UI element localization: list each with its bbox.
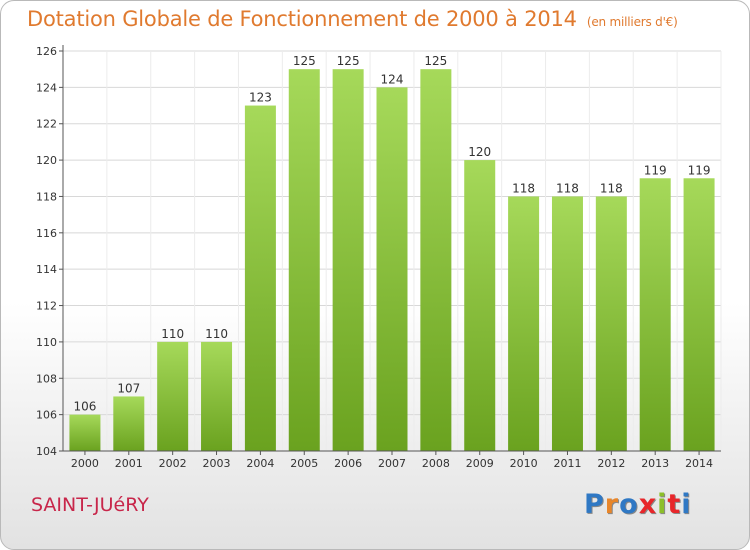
data-label: 125	[424, 54, 447, 68]
y-tick-label: 110	[36, 336, 57, 349]
x-tick-label: 2010	[510, 457, 538, 470]
x-tick-label: 2005	[290, 457, 318, 470]
data-label: 118	[600, 181, 623, 195]
data-label: 110	[205, 327, 228, 341]
bar[interactable]	[683, 178, 715, 452]
x-tick-label: 2002	[159, 457, 187, 470]
data-label: 124	[381, 72, 404, 86]
unit-label: (en milliers d'€)	[586, 15, 678, 29]
data-label: 119	[644, 163, 667, 177]
data-label: 118	[512, 181, 535, 195]
data-label: 107	[117, 381, 140, 395]
y-tick-label: 108	[36, 372, 57, 385]
y-tick-label: 112	[36, 300, 57, 313]
x-tick-label: 2014	[685, 457, 713, 470]
y-tick-label: 124	[36, 81, 57, 94]
y-tick-label: 126	[36, 45, 57, 58]
x-tick-label: 2008	[422, 457, 450, 470]
y-tick-label: 120	[36, 154, 57, 167]
logo-letter: P	[584, 489, 605, 520]
logo-letter: i	[681, 489, 692, 520]
x-tick-label: 2001	[115, 457, 143, 470]
x-tick-label: 2006	[334, 457, 362, 470]
bar[interactable]	[464, 160, 496, 451]
x-tick-label: 2003	[203, 457, 231, 470]
bar[interactable]	[113, 396, 145, 451]
data-label: 119	[688, 163, 711, 177]
logo-letter: t	[667, 489, 682, 520]
value-labels: 106 107 110 110 123 125 125 124 125 120 118 118 118 1…	[73, 54, 710, 413]
data-label: 125	[337, 54, 360, 68]
x-tick-label: 2009	[466, 457, 494, 470]
commune-name: SAINT-JUéRY	[31, 494, 149, 516]
proxiti-logo[interactable]: Proxiti	[584, 489, 692, 520]
bar[interactable]	[332, 69, 364, 451]
data-label: 120	[468, 145, 491, 159]
x-tick-label: 2004	[246, 457, 274, 470]
y-tick-label: 116	[36, 227, 57, 240]
bar[interactable]	[69, 414, 101, 451]
bar[interactable]	[639, 178, 671, 452]
bar[interactable]	[244, 105, 276, 451]
bar[interactable]	[420, 69, 452, 451]
x-tick-label: 2012	[597, 457, 625, 470]
bar[interactable]	[288, 69, 320, 451]
axes: 104 106 108 110 112 114 116 118 120 122 124 126 2000…	[36, 45, 721, 470]
y-tick-label: 118	[36, 190, 57, 203]
x-tick-label: 2011	[553, 457, 581, 470]
y-tick-label: 114	[36, 263, 57, 276]
bars	[69, 69, 715, 452]
bar[interactable]	[376, 87, 408, 451]
data-label: 125	[293, 54, 316, 68]
x-tick-label: 2007	[378, 457, 406, 470]
chart-title: Dotation Globale de Fonctionnement de 20…	[27, 7, 678, 31]
bar[interactable]	[508, 196, 540, 451]
title-text: Dotation Globale de Fonctionnement de 20…	[27, 7, 577, 31]
bar[interactable]	[595, 196, 627, 451]
bar[interactable]	[157, 341, 189, 451]
y-tick-label: 104	[36, 445, 57, 458]
data-label: 110	[161, 327, 184, 341]
bar[interactable]	[551, 196, 583, 451]
x-tick-label: 2013	[641, 457, 669, 470]
logo-letter: o	[619, 489, 639, 520]
data-label: 123	[249, 91, 272, 105]
logo-letter: x	[638, 489, 658, 520]
logo-letter: i	[657, 489, 668, 520]
y-tick-label: 122	[36, 118, 57, 131]
bar[interactable]	[201, 341, 233, 451]
x-tick-label: 2000	[71, 457, 99, 470]
data-label: 118	[556, 181, 579, 195]
data-label: 106	[73, 400, 96, 414]
y-tick-label: 106	[36, 409, 57, 422]
logo-letter: r	[604, 489, 620, 520]
